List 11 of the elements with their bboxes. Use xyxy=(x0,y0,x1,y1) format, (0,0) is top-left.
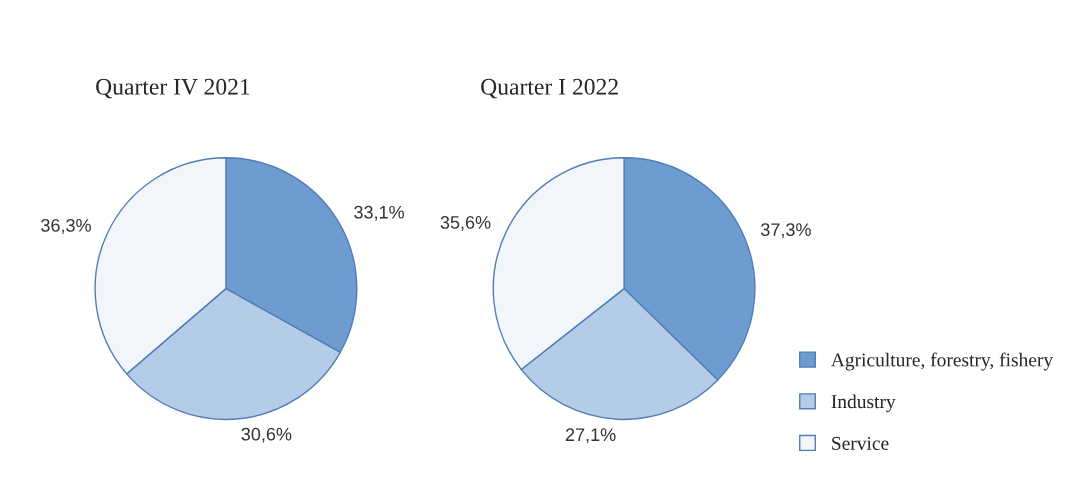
data-label: 35,6% xyxy=(440,216,491,231)
legend-label: Service xyxy=(832,436,889,450)
data-label: 37,3% xyxy=(761,223,811,239)
legend-label: Industry xyxy=(831,394,896,413)
data-label: 36,3% xyxy=(41,218,91,234)
data-label: 27,1% xyxy=(565,428,616,444)
chart-title: Quarter I 2022 xyxy=(481,78,618,99)
data-label: 33,1% xyxy=(354,205,404,221)
legend-label: Agriculture, forestry, fishery xyxy=(831,352,1054,371)
chart-title: Quarter IV 2021 xyxy=(96,78,250,99)
data-label: 30,6% xyxy=(241,427,292,443)
